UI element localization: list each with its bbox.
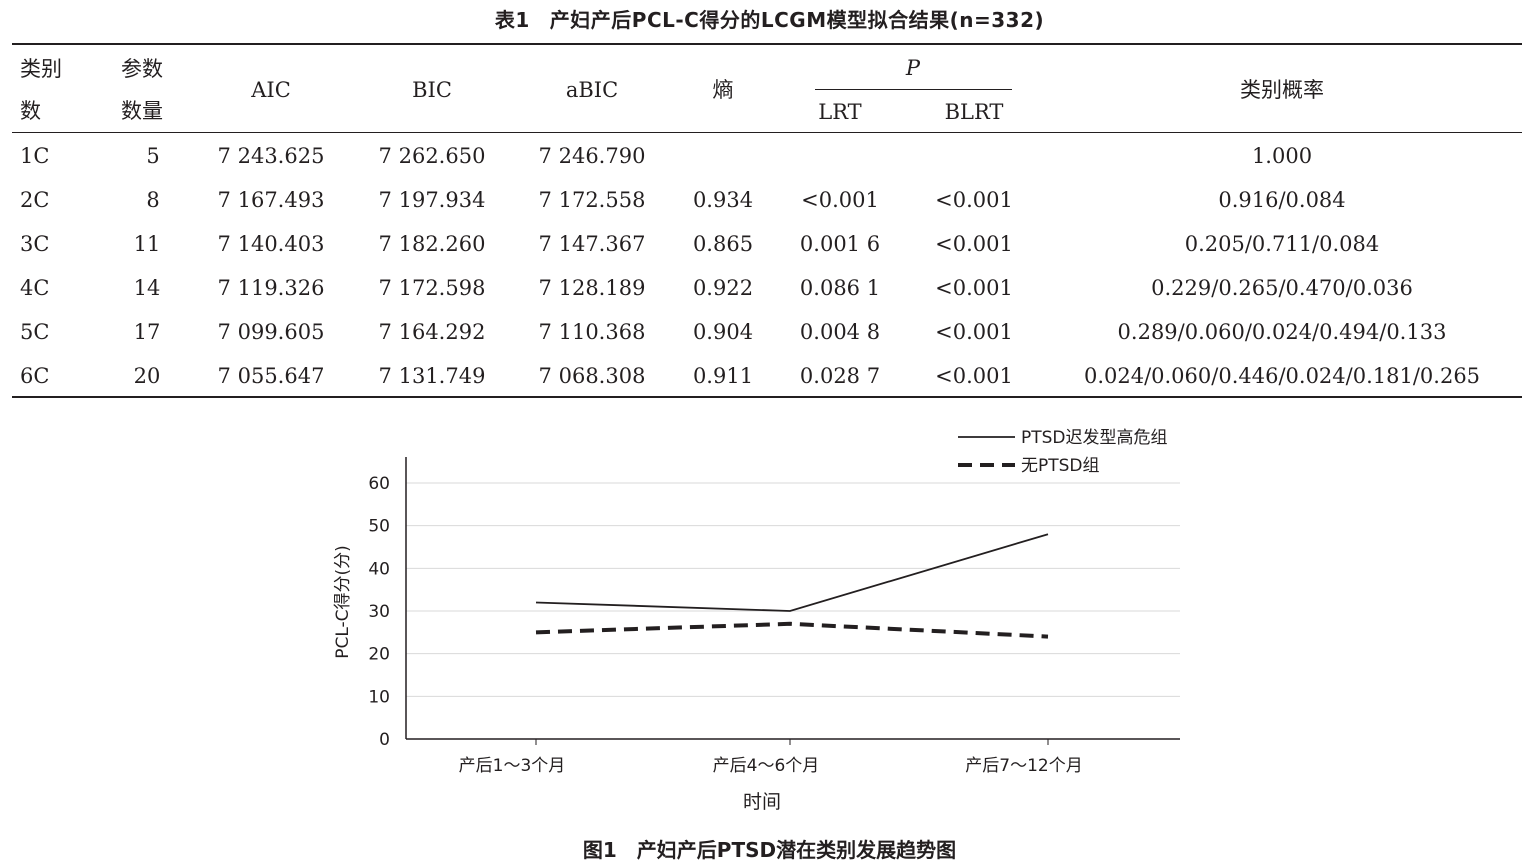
cell-aic: 7 243.625 <box>217 144 325 168</box>
cell-abic: 7 246.790 <box>538 144 646 168</box>
cell-blrt: <0.001 <box>935 232 1013 256</box>
cell-class-prob: 0.916/0.084 <box>1218 188 1346 212</box>
header-p: P <box>905 56 921 80</box>
cell-class: 4C <box>20 276 50 300</box>
y-tick-label: 60 <box>368 474 390 494</box>
cell-abic: 7 172.558 <box>538 188 646 212</box>
cell-params: 17 <box>133 320 161 344</box>
cell-aic: 7 119.326 <box>217 276 325 300</box>
cell-blrt: <0.001 <box>935 188 1013 212</box>
cell-bic: 7 197.934 <box>378 188 486 212</box>
series-line <box>535 621 1049 639</box>
cell-aic: 7 055.647 <box>217 364 325 388</box>
y-tick-label: 50 <box>368 517 390 537</box>
header-aic: AIC <box>251 78 291 102</box>
axes <box>405 457 1180 740</box>
table-caption: 表1 产妇产后PCL-C得分的LCGM模型拟合结果(n=332) <box>0 4 1539 33</box>
cell-lrt: 0.001 6 <box>799 232 881 256</box>
table-header-rule <box>12 132 1522 133</box>
header-params-line1: 参数 <box>121 57 163 81</box>
cell-blrt: <0.001 <box>935 320 1013 344</box>
cell-class-prob: 0.289/0.060/0.024/0.494/0.133 <box>1117 320 1447 344</box>
grid-lines <box>406 482 1180 697</box>
header-lrt: LRT <box>818 100 862 124</box>
cell-abic: 7 110.368 <box>538 320 646 344</box>
cell-lrt: 0.004 8 <box>799 320 881 344</box>
header-params-line2: 数量 <box>121 99 163 123</box>
cell-aic: 7 167.493 <box>217 188 325 212</box>
table-caption-title: 产妇产后PCL-C得分的LCGM模型拟合结果(n=332) <box>549 8 1045 32</box>
cell-lrt: 0.086 1 <box>799 276 881 300</box>
cell-params: 8 <box>146 188 160 212</box>
x-axis-label: 时间 <box>743 791 781 813</box>
cell-class-prob: 0.229/0.265/0.470/0.036 <box>1151 276 1413 300</box>
legend-label: 无PTSD组 <box>1021 456 1100 476</box>
data-series <box>535 533 1049 639</box>
cell-blrt: <0.001 <box>935 364 1013 388</box>
cell-class: 2C <box>20 188 50 212</box>
cell-abic: 7 128.189 <box>538 276 646 300</box>
y-axis-label: PCL-C得分(分) <box>333 545 353 659</box>
y-tick-label: 20 <box>368 645 390 665</box>
cell-bic: 7 262.650 <box>378 144 486 168</box>
cell-class: 1C <box>20 144 50 168</box>
header-blrt: BLRT <box>944 100 1004 124</box>
figure-caption: 图1 产妇产后PTSD潜在类别发展趋势图 <box>0 834 1539 863</box>
cell-entropy: 0.865 <box>692 232 754 256</box>
table-top-rule <box>12 43 1522 45</box>
legend-label: PTSD迟发型高危组 <box>1021 428 1168 448</box>
header-class-prob: 类别概率 <box>1240 78 1324 102</box>
y-tick-label: 40 <box>368 559 390 579</box>
cell-class-prob: 0.205/0.711/0.084 <box>1184 232 1380 256</box>
x-tick-label: 产后4～6个月 <box>713 756 820 776</box>
y-tick-labels: 0 10 20 30 40 50 60 <box>368 474 390 750</box>
cell-aic: 7 099.605 <box>217 320 325 344</box>
cell-entropy: 0.911 <box>692 364 754 388</box>
y-tick-label: 0 <box>379 730 390 750</box>
cell-abic: 7 068.308 <box>538 364 646 388</box>
figure-caption-number: 图1 <box>582 838 617 862</box>
cell-class-prob: 1.000 <box>1251 144 1313 168</box>
figure-caption-title: 产妇产后PTSD潜在类别发展趋势图 <box>636 838 957 862</box>
p-group-rule <box>815 89 1012 90</box>
table-caption-number: 表1 <box>494 8 530 32</box>
cell-entropy: 0.934 <box>692 188 754 212</box>
cell-params: 14 <box>133 276 161 300</box>
y-tick-label: 30 <box>368 602 390 622</box>
cell-bic: 7 172.598 <box>378 276 486 300</box>
x-tick-label: 产后1～3个月 <box>459 756 566 776</box>
cell-lrt: <0.001 <box>801 188 879 212</box>
header-classes-line2: 数 <box>20 99 41 123</box>
cell-lrt: 0.028 7 <box>799 364 881 388</box>
cell-class: 6C <box>20 364 50 388</box>
cell-params: 5 <box>146 144 160 168</box>
y-tick-label: 10 <box>368 687 390 707</box>
cell-bic: 7 164.292 <box>378 320 486 344</box>
cell-entropy: 0.922 <box>692 276 754 300</box>
cell-abic: 7 147.367 <box>538 232 646 256</box>
header-entropy: 熵 <box>712 78 734 102</box>
cell-blrt: <0.001 <box>935 276 1013 300</box>
series-line <box>535 533 1049 612</box>
header-abic: aBIC <box>565 78 619 102</box>
cell-class: 5C <box>20 320 50 344</box>
header-classes-line1: 类别 <box>20 57 62 81</box>
cell-params: 20 <box>133 364 161 388</box>
cell-bic: 7 131.749 <box>378 364 486 388</box>
cell-params: 11 <box>133 232 161 256</box>
header-bic: BIC <box>412 78 452 102</box>
table-bottom-rule <box>12 396 1522 398</box>
cell-entropy: 0.904 <box>692 320 754 344</box>
cell-class: 3C <box>20 232 50 256</box>
x-tick-labels: 产后1～3个月 产后4～6个月 产后7～12个月 <box>459 739 1083 776</box>
cell-class-prob: 0.024/0.060/0.446/0.024/0.181/0.265 <box>1083 364 1481 388</box>
cell-aic: 7 140.403 <box>217 232 325 256</box>
x-tick-label: 产后7～12个月 <box>965 756 1082 776</box>
cell-bic: 7 182.260 <box>378 232 486 256</box>
trend-line-chart: 0 10 20 30 40 50 60 产后1～3个月 产后4～6个月 产后7～12个月 PCL… <box>333 428 1180 813</box>
